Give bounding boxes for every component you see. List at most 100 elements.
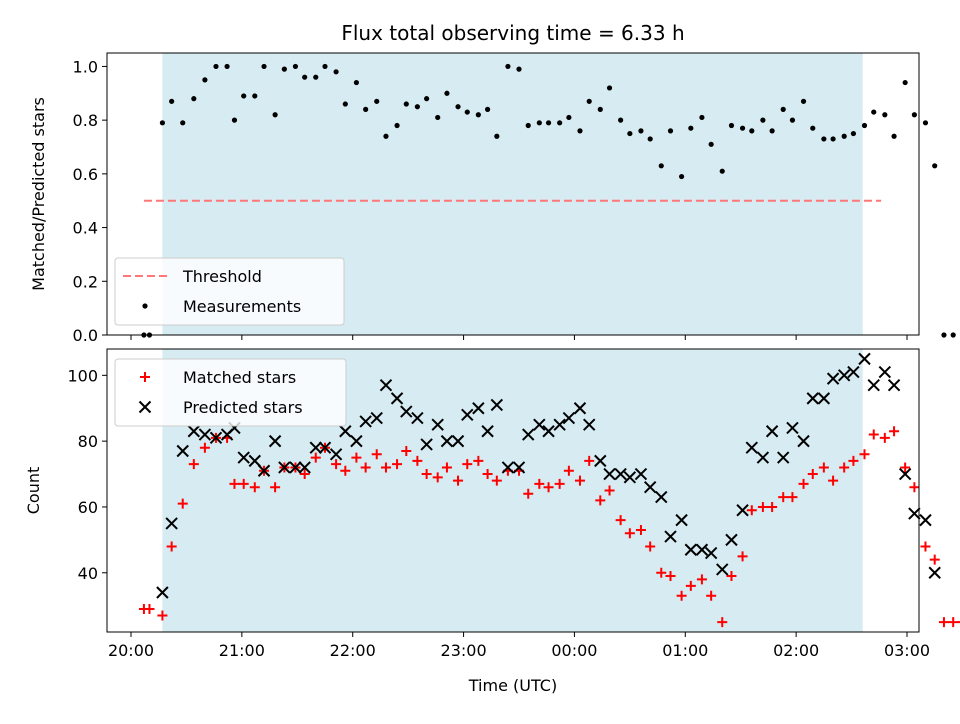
x-tick-label: 01:00 xyxy=(662,641,708,660)
predicted-point xyxy=(867,378,880,392)
matched-point xyxy=(584,455,595,466)
predicted-point xyxy=(329,448,343,461)
measurement-point xyxy=(688,125,694,131)
x-axis-label: Time (UTC) xyxy=(468,676,557,695)
predicted-point xyxy=(887,378,901,392)
measurement-point xyxy=(708,141,714,147)
predicted-point xyxy=(209,431,223,445)
predicted-point xyxy=(411,411,424,425)
matched-point xyxy=(879,432,890,443)
matched-point xyxy=(421,469,432,480)
legend-box xyxy=(114,358,347,427)
measurement-point xyxy=(566,114,572,121)
measurement-point xyxy=(516,66,522,72)
measurement-point xyxy=(678,173,685,180)
measurement-point xyxy=(536,120,542,126)
predicted-point xyxy=(623,471,637,484)
matched-point xyxy=(351,452,362,463)
matched-point xyxy=(920,541,931,552)
predicted-point xyxy=(837,369,851,382)
y-tick-label: 40 xyxy=(78,564,98,583)
measurement-point xyxy=(647,136,653,142)
matched-point xyxy=(238,478,249,489)
predicted-point xyxy=(481,425,494,438)
matched-point xyxy=(889,426,900,437)
predicted-point xyxy=(390,392,404,405)
measurement-point xyxy=(494,133,500,139)
matched-point xyxy=(157,610,168,621)
x-tick-label: 20:00 xyxy=(108,641,154,660)
measurement-point xyxy=(403,101,409,107)
matched-point xyxy=(144,603,155,614)
predicted-point xyxy=(777,451,790,464)
measurement-point xyxy=(922,120,929,126)
predicted-point xyxy=(765,425,779,438)
measurement-point xyxy=(627,130,633,137)
matched-point xyxy=(249,482,260,493)
matched-point xyxy=(696,574,707,585)
measurement-point xyxy=(363,106,369,112)
predicted-point xyxy=(725,533,738,547)
measurement-point xyxy=(374,98,380,104)
predicted-point xyxy=(472,402,485,415)
measurement-point xyxy=(780,106,786,112)
y-tick-label: 0.4 xyxy=(73,219,98,238)
predicted-point xyxy=(655,490,668,504)
x-tick-label: 23:00 xyxy=(441,641,487,660)
predicted-point xyxy=(908,507,921,520)
measurement-point xyxy=(333,69,339,75)
predicted-point xyxy=(400,405,413,418)
predicted-point xyxy=(664,530,677,543)
measurement-point xyxy=(850,130,857,137)
matched-point xyxy=(957,621,960,624)
matched-point xyxy=(798,478,809,489)
matched-point xyxy=(839,462,850,473)
measurement-point xyxy=(749,128,755,134)
measurement-point xyxy=(383,133,389,139)
legend-label: Predicted stars xyxy=(183,398,303,417)
measurement-point xyxy=(302,74,308,80)
matched-point xyxy=(807,469,818,480)
measurement-point xyxy=(911,112,917,118)
matched-point xyxy=(938,617,949,628)
predicted-point xyxy=(289,461,302,474)
matched-point xyxy=(166,541,177,552)
predicted-point xyxy=(451,434,465,448)
measurement-point xyxy=(261,63,267,70)
y-tick-label: 0.6 xyxy=(73,165,98,184)
predicted-point xyxy=(268,434,282,448)
matched-point xyxy=(331,459,342,470)
measurement-point xyxy=(719,168,725,174)
y-tick-label: 0.0 xyxy=(73,326,98,345)
matched-point xyxy=(453,475,464,486)
measurement-point xyxy=(241,93,247,99)
matched-point xyxy=(868,429,879,440)
measurement-point xyxy=(789,117,796,123)
measurement-point xyxy=(353,79,360,86)
measurement-point xyxy=(455,104,461,110)
predicted-point xyxy=(919,513,932,527)
predicted-point xyxy=(176,444,189,458)
predicted-point xyxy=(684,543,698,556)
predicted-point xyxy=(339,425,352,438)
measurement-point xyxy=(435,114,441,121)
matched-point xyxy=(656,567,667,578)
matched-point xyxy=(432,472,443,483)
measurement-point xyxy=(159,120,166,126)
axes-frame xyxy=(106,348,920,633)
x-tick-label: 22:00 xyxy=(330,641,376,660)
matched-point xyxy=(188,459,199,470)
measurement-point xyxy=(394,122,400,129)
measurement-point xyxy=(505,63,511,70)
matched-point xyxy=(909,482,920,493)
measurement-point xyxy=(638,128,644,134)
predicted-point xyxy=(278,461,291,474)
y-tick-label: 0.8 xyxy=(73,111,98,130)
legend-box xyxy=(114,257,345,326)
predicted-point xyxy=(562,411,576,425)
matched-point xyxy=(706,590,717,601)
measurement-point xyxy=(169,98,175,104)
matched-point xyxy=(635,524,646,535)
legend-label: Threshold xyxy=(182,267,262,286)
predicted-point xyxy=(928,566,941,579)
